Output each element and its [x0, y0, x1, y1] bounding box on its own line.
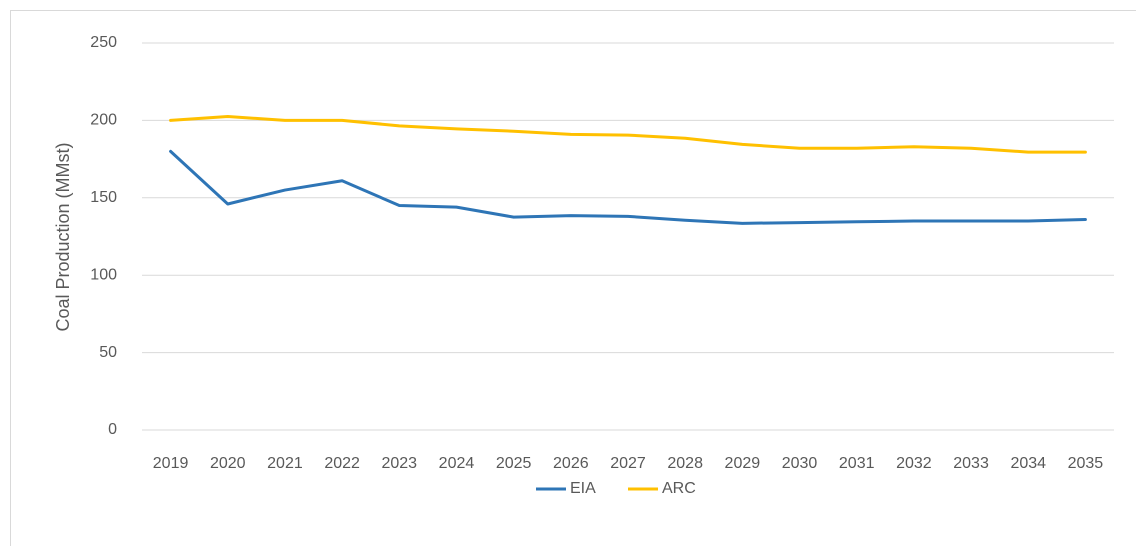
x-tick-label: 2033 [953, 455, 989, 472]
x-tick-label: 2025 [496, 455, 532, 472]
x-tick-label: 2026 [553, 455, 589, 472]
x-tick-label: 2019 [153, 455, 189, 472]
x-tick-label: 2023 [381, 455, 417, 472]
y-tick-label: 100 [90, 266, 117, 283]
legend-label: ARC [662, 480, 696, 497]
line [169, 149, 1087, 225]
x-tick-label: 2028 [667, 455, 703, 472]
x-tick-label: 2027 [610, 455, 646, 472]
x-tick-label: 2024 [439, 455, 475, 472]
y-tick-label: 250 [90, 34, 117, 51]
x-tick-label: 2022 [324, 455, 360, 472]
y-tick-label: 50 [99, 344, 117, 361]
x-tick-label: 2035 [1068, 455, 1104, 472]
y-tick-label: 150 [90, 189, 117, 206]
chart-border [10, 10, 1136, 546]
x-tick-label: 2030 [782, 455, 818, 472]
line [169, 115, 1087, 154]
x-tick-label: 2032 [896, 455, 932, 472]
x-tick-label: 2034 [1010, 455, 1046, 472]
x-tick-label: 2031 [839, 455, 875, 472]
legend-label: EIA [570, 480, 596, 497]
y-tick-label: 0 [108, 421, 117, 438]
x-tick-label: 2021 [267, 455, 303, 472]
y-axis-label: Coal Production (MMst) [53, 142, 73, 331]
x-tick-label: 2020 [210, 455, 246, 472]
x-tick-label: 2029 [725, 455, 761, 472]
y-tick-label: 200 [90, 112, 117, 129]
